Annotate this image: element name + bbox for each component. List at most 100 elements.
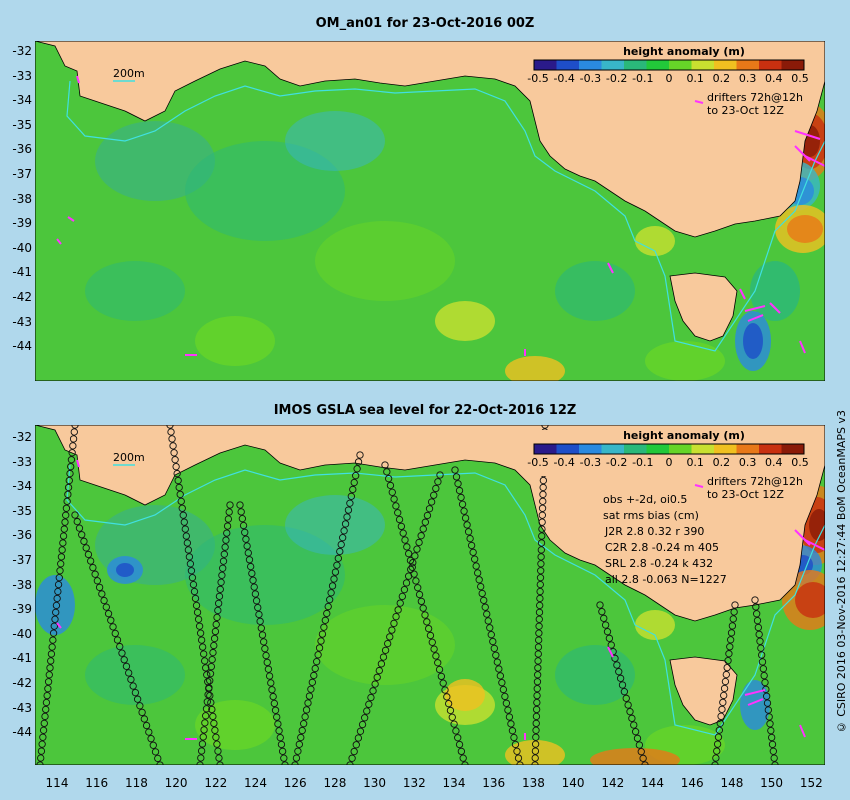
track-observation: [596, 601, 604, 609]
track-observation: [191, 594, 200, 603]
track-observation: [396, 599, 404, 607]
track-observation: [461, 514, 470, 522]
track-observation: [487, 631, 495, 639]
track-observation: [624, 701, 632, 709]
track-observation: [536, 594, 544, 603]
track-observation: [635, 741, 644, 749]
track-observation: [384, 474, 393, 483]
stats-line: sat rms bias (cm): [603, 509, 699, 522]
track-observation: [43, 691, 51, 700]
legend-color-swatch: [646, 60, 670, 70]
anomaly-blob: [185, 141, 345, 241]
track-observation: [339, 534, 347, 542]
track-observation: [722, 670, 730, 679]
legend-tick-label: 0.5: [791, 72, 809, 85]
track-observation: [91, 570, 99, 578]
track-observation: [56, 567, 64, 575]
track-observation: [505, 713, 514, 721]
track-observation: [384, 639, 392, 648]
track-observation: [205, 684, 213, 692]
track-observation: [180, 518, 188, 526]
track-observation: [344, 506, 353, 514]
anomaly-blob: [743, 323, 763, 359]
track-observation: [214, 599, 223, 608]
track-observation: [534, 643, 543, 651]
x-tick-label: 116: [85, 776, 109, 790]
track-observation: [346, 499, 354, 507]
legend-tick-label: -0.3: [580, 72, 601, 85]
track-observation: [371, 680, 379, 688]
track-observation: [538, 504, 547, 512]
track-observation: [498, 679, 506, 687]
track-observation: [204, 691, 212, 699]
track-observation: [403, 543, 411, 551]
track-observation: [343, 513, 351, 521]
track-observation: [223, 522, 232, 530]
legend-color-swatch: [579, 60, 602, 70]
track-observation: [317, 637, 325, 645]
track-observation: [768, 733, 776, 742]
track-observation: [423, 511, 432, 520]
track-observation: [52, 608, 60, 616]
track-observation: [401, 536, 409, 544]
stats-line: C2R 2.8 -0.24 m 405: [605, 541, 719, 554]
track-observation: [328, 582, 337, 590]
track-observation: [57, 553, 66, 561]
track-observation: [537, 553, 545, 561]
drifter-note-line1: drifters 72h@12h: [707, 475, 803, 488]
track-observation: [400, 586, 409, 594]
track-observation: [388, 488, 396, 496]
x-tick-label: 136: [482, 776, 506, 790]
track-observation: [439, 679, 447, 687]
track-observation: [762, 685, 770, 694]
track-observation: [70, 428, 78, 436]
legend-tick-label: -0.1: [632, 456, 653, 469]
track-observation: [538, 511, 546, 519]
track-observation: [349, 485, 357, 494]
track-observation: [200, 726, 208, 734]
anomaly-blob: [195, 316, 275, 366]
track-observation: [399, 529, 407, 537]
track-observation: [62, 504, 71, 512]
track-observation: [41, 712, 49, 721]
track-observation: [122, 662, 131, 670]
track-observation: [713, 747, 721, 755]
anomaly-blob: [795, 582, 825, 618]
track-observation: [69, 435, 78, 443]
legend-tick-label: -0.3: [580, 456, 601, 469]
track-observation: [190, 587, 199, 596]
legend-tick-label: 0.2: [713, 72, 731, 85]
y-tick-label: -39: [12, 602, 32, 617]
track-observation: [54, 580, 63, 589]
track-observation: [202, 712, 210, 720]
legend-color-swatch: [601, 60, 625, 70]
track-observation: [54, 587, 62, 596]
track-observation: [98, 590, 106, 598]
track-observation: [214, 747, 222, 755]
track-observation: [136, 702, 144, 710]
y-tick-label: -36: [12, 142, 32, 157]
anomaly-blob: [635, 610, 675, 640]
track-observation: [532, 733, 540, 741]
track-observation: [392, 612, 400, 621]
stats-block: obs +-2d, oi0.5 sat rms bias (cm) J2R 2.…: [603, 493, 727, 586]
track-observation: [538, 518, 546, 526]
track-observation: [214, 606, 222, 615]
track-observation: [761, 678, 769, 687]
track-observation: [40, 719, 48, 728]
track-observation: [474, 569, 482, 577]
legend-tick-label: -0.5: [527, 72, 548, 85]
anomaly-blob: [787, 215, 823, 243]
track-observation: [354, 734, 363, 742]
track-observation: [397, 522, 406, 531]
y-tick-label: -32: [12, 44, 32, 58]
track-observation: [49, 636, 57, 644]
track-observation: [489, 637, 497, 646]
track-observation: [195, 622, 204, 630]
track-observation: [427, 498, 436, 506]
legend-color-swatch: [624, 444, 647, 454]
track-observation: [247, 562, 255, 571]
track-observation: [166, 425, 174, 429]
track-observation: [187, 567, 196, 575]
track-observation: [381, 646, 390, 654]
